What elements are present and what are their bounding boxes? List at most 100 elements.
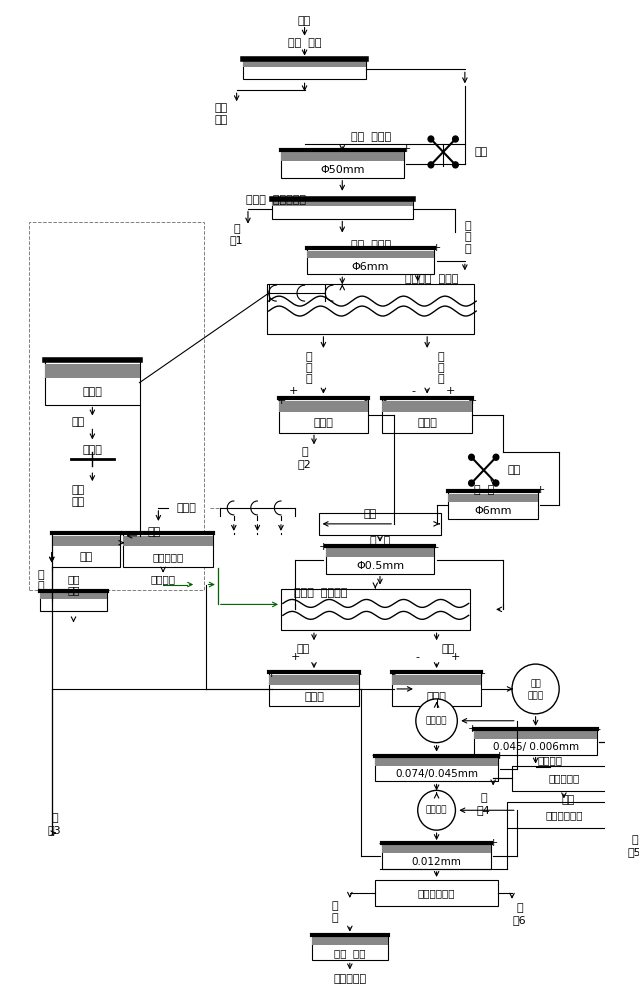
Text: 沉物: 沉物 — [296, 644, 309, 654]
Text: 矿石: 矿石 — [215, 115, 228, 125]
Bar — [382, 845, 491, 853]
Text: 分流: 分流 — [147, 527, 160, 537]
Text: 产: 产 — [465, 232, 471, 242]
Bar — [307, 248, 435, 274]
Text: 循环介质仓: 循环介质仓 — [152, 552, 183, 562]
Text: -: - — [280, 144, 284, 154]
Text: 0.012mm: 0.012mm — [412, 857, 461, 867]
Text: +: + — [276, 396, 286, 406]
Text: 磁精: 磁精 — [67, 575, 80, 585]
Text: 细碎: 细碎 — [507, 465, 521, 475]
Bar — [382, 398, 472, 433]
Text: 超细: 超细 — [530, 679, 541, 688]
Bar — [281, 150, 404, 178]
Text: 矿3: 矿3 — [48, 825, 61, 835]
Text: 筛  分: 筛 分 — [473, 485, 494, 495]
Text: 夹矸: 夹矸 — [215, 103, 228, 113]
Text: -: - — [597, 724, 601, 734]
Text: 微粉磨: 微粉磨 — [528, 691, 544, 700]
Text: 矿2: 矿2 — [298, 459, 311, 469]
Text: 充气式浮选机: 充气式浮选机 — [545, 810, 583, 820]
Text: -: - — [435, 542, 438, 552]
Text: -: - — [416, 652, 420, 662]
Text: 振动分  选流化床: 振动分 选流化床 — [294, 588, 347, 598]
Text: +: + — [495, 751, 504, 761]
Bar — [40, 591, 107, 611]
Circle shape — [512, 664, 559, 714]
Circle shape — [452, 162, 458, 168]
Text: +: + — [477, 669, 486, 679]
Circle shape — [418, 790, 456, 830]
Bar — [272, 199, 413, 219]
Bar — [312, 937, 387, 945]
Text: +: + — [468, 724, 477, 734]
Text: 高温  煅烧: 高温 煅烧 — [334, 948, 366, 958]
Text: 磁: 磁 — [37, 570, 44, 580]
Text: 物: 物 — [438, 374, 445, 384]
Text: 粉尘: 粉尘 — [72, 417, 85, 427]
Text: 空气: 空气 — [72, 497, 85, 507]
Text: +: + — [432, 243, 442, 253]
Bar — [474, 729, 597, 755]
Text: 重: 重 — [306, 352, 312, 362]
Bar — [123, 533, 213, 567]
Bar — [45, 364, 139, 378]
Text: 尾: 尾 — [301, 447, 308, 457]
Text: 矿6: 矿6 — [512, 915, 527, 925]
Bar — [52, 533, 119, 567]
Text: 超细磨矿: 超细磨矿 — [426, 806, 447, 815]
Bar — [307, 251, 435, 258]
Text: 除砂分级: 除砂分级 — [537, 756, 562, 766]
Bar — [375, 758, 498, 766]
Text: -: - — [391, 669, 395, 679]
Text: 筛分  拣选: 筛分 拣选 — [288, 38, 321, 48]
Bar — [269, 675, 358, 685]
Text: 混合: 混合 — [364, 509, 377, 519]
Text: 外排: 外排 — [72, 485, 85, 495]
Text: +: + — [446, 386, 456, 396]
Bar — [52, 536, 119, 546]
Text: 脱介筛: 脱介筛 — [304, 692, 324, 702]
Bar — [375, 756, 498, 781]
Text: -: - — [378, 838, 382, 848]
Text: 尾: 尾 — [516, 903, 523, 913]
Circle shape — [468, 454, 474, 460]
Bar — [326, 548, 435, 557]
Bar — [272, 200, 413, 206]
Text: -: - — [446, 485, 450, 495]
Text: 物: 物 — [465, 244, 471, 254]
Text: +: + — [291, 652, 300, 662]
Text: 脱介筛: 脱介筛 — [427, 692, 447, 702]
Text: 矿: 矿 — [332, 913, 338, 923]
Bar — [267, 284, 474, 334]
Text: 粗碎: 粗碎 — [474, 147, 488, 157]
Bar — [326, 546, 435, 574]
Text: +: + — [267, 669, 276, 679]
Text: 矿1: 矿1 — [230, 235, 243, 245]
Text: 物: 物 — [306, 374, 312, 384]
Text: 原矿: 原矿 — [298, 16, 311, 26]
Text: 浮选: 浮选 — [562, 795, 575, 805]
Bar — [45, 360, 139, 405]
Bar — [123, 536, 213, 546]
Text: 尾: 尾 — [37, 581, 44, 591]
Text: Φ50mm: Φ50mm — [320, 165, 364, 175]
Text: +: + — [535, 485, 545, 495]
Text: -: - — [357, 669, 361, 679]
Text: 轻: 轻 — [465, 221, 471, 231]
Text: +: + — [488, 838, 498, 848]
Text: 浮物: 浮物 — [442, 644, 454, 654]
Bar — [449, 494, 538, 502]
Text: -: - — [383, 396, 387, 406]
Text: 尾: 尾 — [481, 793, 487, 803]
Text: 补加介质: 补加介质 — [151, 575, 176, 585]
Text: 产: 产 — [438, 363, 445, 373]
Text: -: - — [364, 396, 368, 406]
Circle shape — [428, 136, 434, 142]
Text: 脱介筛: 脱介筛 — [314, 418, 334, 428]
Circle shape — [428, 162, 434, 168]
Bar — [507, 802, 620, 828]
Text: 气固分选  流化床: 气固分选 流化床 — [405, 274, 459, 284]
Text: 复合式  干法分选机: 复合式 干法分选机 — [246, 195, 306, 205]
Bar — [382, 843, 491, 869]
